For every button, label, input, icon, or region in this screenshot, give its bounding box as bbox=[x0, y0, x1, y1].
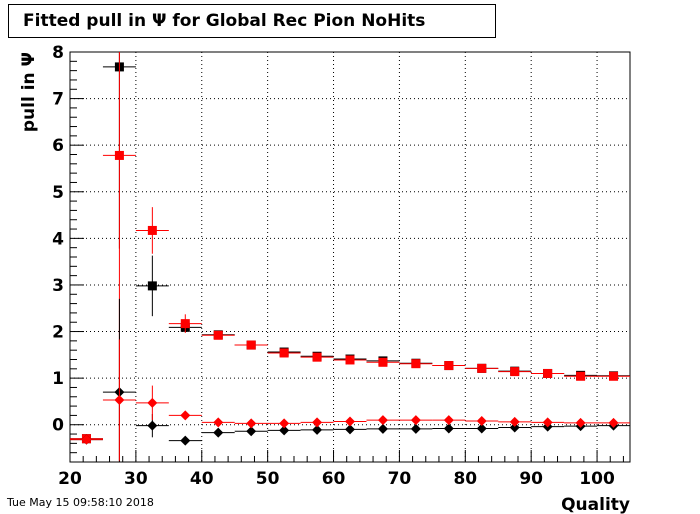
y-tick-label: 5 bbox=[52, 183, 64, 203]
y-tick-label: 4 bbox=[52, 229, 64, 249]
data-point-square bbox=[279, 348, 289, 358]
data-point-diamond bbox=[213, 417, 224, 428]
data-point-square bbox=[444, 361, 454, 371]
data-series bbox=[70, 52, 630, 462]
data-point-square bbox=[180, 319, 190, 329]
data-point-diamond bbox=[410, 423, 421, 434]
data-point-diamond bbox=[410, 415, 421, 426]
data-point-square bbox=[147, 225, 157, 235]
data-point-diamond bbox=[246, 418, 257, 429]
x-tick-label: 80 bbox=[453, 469, 477, 489]
y-tick-label: 3 bbox=[52, 276, 64, 296]
series-3 bbox=[70, 298, 630, 462]
data-point-diamond bbox=[509, 422, 520, 433]
data-point-square bbox=[543, 368, 553, 378]
data-point-diamond bbox=[443, 415, 454, 426]
data-point-square bbox=[510, 367, 520, 377]
data-point-diamond bbox=[377, 423, 388, 434]
x-tick-label: 90 bbox=[519, 469, 543, 489]
data-point-square bbox=[477, 363, 487, 373]
data-point-square bbox=[246, 340, 256, 350]
data-point-diamond bbox=[608, 417, 619, 428]
axes: 20 30 40 50 60 70 80 90 100 0 1 2 3 4 5 6 7 8 bbox=[52, 43, 624, 489]
chart-title: Fitted pull in Ψ for Global Rec Pion NoH… bbox=[23, 11, 426, 31]
data-point-diamond bbox=[345, 424, 355, 435]
y-tick-label: 0 bbox=[52, 416, 64, 436]
x-tick-label: 70 bbox=[388, 469, 412, 489]
data-point-square bbox=[378, 357, 388, 367]
y-axis-title: pull in Ψ bbox=[19, 52, 39, 132]
data-point-diamond bbox=[180, 435, 191, 446]
y-tick-label: 7 bbox=[52, 90, 64, 110]
y-tick-label: 6 bbox=[52, 136, 64, 156]
chart-title-box: Fitted pull in Ψ for Global Rec Pion NoH… bbox=[8, 4, 496, 38]
data-point-square bbox=[213, 330, 223, 340]
x-tick-label: 60 bbox=[322, 469, 346, 489]
data-point-diamond bbox=[213, 427, 224, 438]
timestamp: Tue May 15 09:58:10 2018 bbox=[7, 496, 154, 509]
data-point-diamond bbox=[279, 425, 290, 436]
data-point-diamond bbox=[509, 416, 520, 427]
series-4 bbox=[70, 339, 630, 461]
data-point-diamond bbox=[81, 434, 92, 445]
data-point-diamond bbox=[114, 395, 125, 406]
data-point-square bbox=[312, 352, 322, 362]
data-point-diamond bbox=[246, 426, 257, 437]
series-1 bbox=[70, 52, 630, 444]
data-point-square bbox=[609, 371, 619, 381]
data-point-diamond bbox=[476, 423, 487, 434]
data-point-diamond bbox=[377, 415, 388, 426]
data-point-diamond bbox=[345, 416, 355, 427]
data-point-square bbox=[114, 150, 124, 160]
x-tick-label: 30 bbox=[124, 469, 148, 489]
data-point-square bbox=[345, 355, 355, 365]
data-point-square bbox=[147, 281, 157, 291]
y-tick-label: 1 bbox=[52, 369, 64, 389]
x-axis-title: Quality bbox=[561, 495, 630, 514]
x-tick-label: 20 bbox=[58, 469, 82, 489]
x-tick-label: 50 bbox=[256, 469, 280, 489]
data-point-diamond bbox=[180, 410, 191, 421]
grid-lines bbox=[70, 52, 630, 462]
data-point-diamond bbox=[279, 418, 290, 429]
data-point-diamond bbox=[443, 423, 454, 434]
data-point-diamond bbox=[575, 417, 586, 428]
data-point-diamond bbox=[147, 397, 158, 408]
data-point-diamond bbox=[147, 420, 158, 431]
x-tick-label: 100 bbox=[579, 469, 615, 489]
data-point-diamond bbox=[476, 416, 487, 426]
data-point-diamond bbox=[312, 424, 323, 435]
data-point-square bbox=[576, 371, 586, 381]
x-tick-label: 40 bbox=[190, 469, 214, 489]
y-tick-label: 8 bbox=[52, 43, 64, 63]
data-point-diamond bbox=[312, 417, 323, 428]
y-tick-label: 2 bbox=[52, 323, 64, 343]
data-point-square bbox=[411, 359, 421, 369]
data-point-diamond bbox=[542, 417, 553, 428]
